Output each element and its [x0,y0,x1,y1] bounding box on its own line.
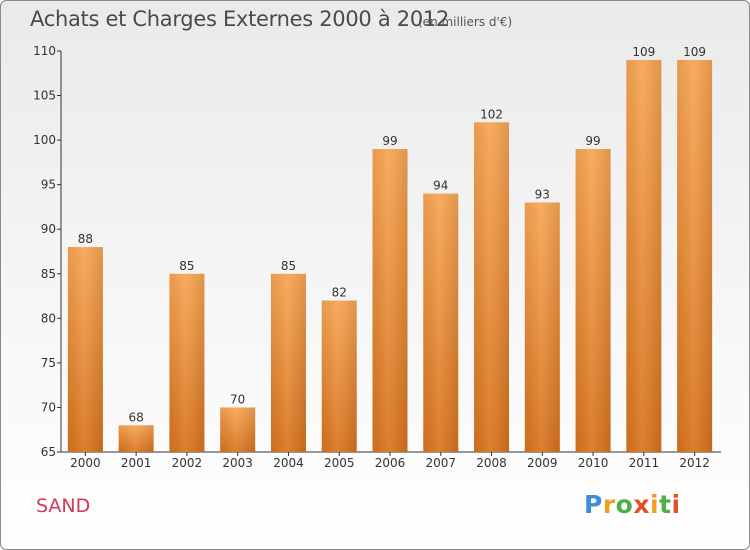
x-tick-label: 2010 [578,456,609,470]
chart-title: Achats et Charges Externes 2000 à 2012 [30,7,450,31]
axes: 65 70 75 80 85 90 95 100 105 110 2000 2001 2002 2003 2… [33,44,721,470]
chart-subtitle: (en milliers d'€) [418,15,513,29]
y-tick-label: 105 [33,89,56,103]
bar-shade [474,122,510,453]
data-label: 88 [78,232,93,246]
bar-shade [67,247,103,452]
data-label: 85 [179,259,194,273]
data-label: 99 [382,134,397,148]
y-tick-label: 110 [33,44,56,58]
bar-shade [575,149,611,452]
x-tick-label: 2008 [476,456,507,470]
y-tick-label: 65 [41,445,56,459]
data-label: 94 [433,179,448,193]
bar-shade [220,407,256,452]
data-label: 109 [632,45,655,59]
data-label: 99 [585,134,600,148]
y-tick-label: 100 [33,133,56,147]
x-tick-label: 2002 [172,456,203,470]
city-name: SAND [36,495,91,517]
data-label: 93 [535,187,550,201]
data-label: 82 [332,286,347,300]
value-labels-group: 88 68 85 70 85 82 99 94 102 93 99 109 109 [78,45,706,424]
x-tick-label: 2011 [629,456,660,470]
x-tick-label: 2001 [121,456,152,470]
x-tick-label: 2000 [70,456,101,470]
y-tick-label: 85 [41,267,56,281]
x-tick-label: 2006 [375,456,406,470]
x-tick-label: 2009 [527,456,558,470]
proxiti-logo: Proxiti [584,490,681,519]
bar-shade [372,149,408,452]
y-tick-label: 95 [41,178,56,192]
bar-shade [423,193,459,453]
x-tick-label: 2012 [679,456,710,470]
data-label: 70 [230,392,245,406]
x-tick-label: 2005 [324,456,355,470]
bar-shade [169,273,205,452]
data-label: 68 [129,410,144,424]
bar-shade [626,59,662,453]
bar-shade [118,425,154,452]
bar-shade [270,273,306,452]
data-label: 109 [683,45,706,59]
bar-shade [677,59,713,453]
bars-group [67,59,713,453]
x-tick-label: 2004 [273,456,304,470]
x-tick-label: 2007 [425,456,456,470]
y-tick-label: 75 [41,356,56,370]
y-tick-label: 90 [41,222,56,236]
y-tick-label: 80 [41,311,56,325]
x-tick-label: 2003 [222,456,253,470]
data-label: 102 [480,107,503,121]
y-tick-label: 70 [41,400,56,414]
bar-shade [524,202,560,452]
data-label: 85 [281,259,296,273]
bar-shade [321,300,357,452]
